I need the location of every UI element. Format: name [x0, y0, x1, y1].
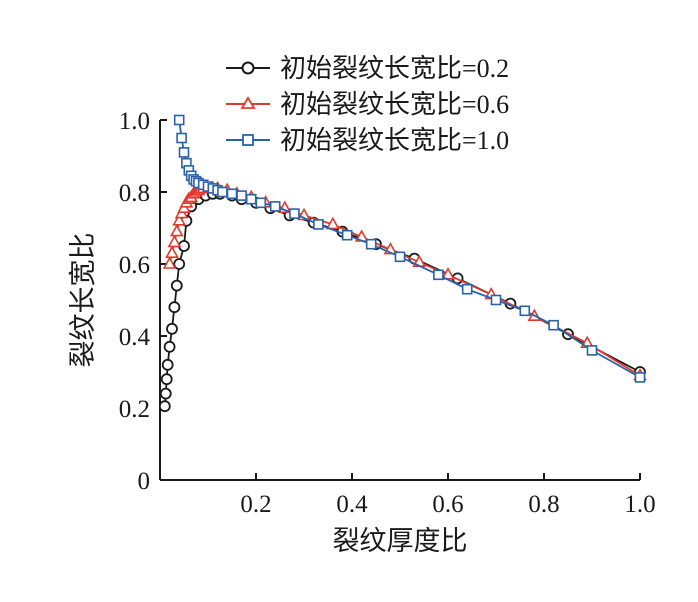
data-point: [176, 132, 187, 144]
data-point: [167, 234, 182, 248]
data-point: [172, 213, 187, 226]
data-point: [161, 358, 174, 371]
data-point: [365, 238, 377, 250]
data-point: [165, 245, 179, 259]
data-point: [173, 114, 185, 126]
series-0: [158, 187, 646, 413]
series-line-0: [163, 192, 641, 407]
y-tick-label: 0.8: [119, 180, 150, 207]
data-point: [169, 223, 184, 237]
y-tick-label: 0: [138, 468, 151, 495]
legend: 初始裂纹长宽比=0.2 初始裂纹长宽比=0.6 初始裂纹长宽比=1.0: [226, 54, 509, 155]
data-point: [634, 372, 646, 383]
data-point: [255, 197, 267, 209]
y-ticks: 0 0.2 0.4 0.6 0.8 1.0: [119, 108, 167, 495]
legend-marker-2: [242, 134, 254, 146]
legend-label-2: 初始裂纹长宽比=1.0: [280, 126, 509, 155]
legend-item-2: 初始裂纹长宽比=1.0: [226, 126, 509, 155]
legend-item-0: 初始裂纹长宽比=0.2: [226, 54, 509, 83]
x-tick-label: 0.8: [528, 491, 559, 518]
data-point: [236, 190, 247, 201]
x-ticks: 0.2 0.4 0.6 0.8 1.0: [240, 473, 656, 518]
y-tick-label: 0.4: [119, 324, 151, 351]
series-2: [173, 114, 646, 383]
series-1: [162, 180, 647, 381]
data-point: [325, 216, 340, 230]
legend-marker-0: [241, 61, 255, 75]
data-point: [226, 188, 238, 200]
data-point: [490, 294, 502, 306]
axes: 0.2 0.4 0.6 0.8 1.0 0 0.2 0.4 0.6 0.8 1.0: [119, 108, 656, 518]
legend-marker-1: [240, 96, 256, 109]
data-point: [289, 208, 300, 219]
x-tick-label: 0.6: [432, 491, 463, 518]
data-point: [341, 229, 353, 241]
x-tick-label: 1.0: [624, 491, 655, 518]
legend-label-1: 初始裂纹长宽比=0.6: [280, 90, 509, 119]
data-point: [313, 219, 324, 230]
legend-label-0: 初始裂纹长宽比=0.2: [280, 54, 509, 83]
plot-area: [158, 114, 647, 413]
y-tick-label: 0.2: [119, 396, 150, 423]
data-point: [461, 283, 473, 295]
data-point: [166, 322, 178, 335]
data-point: [160, 373, 173, 386]
series-line-1: [168, 187, 641, 377]
x-axis-title: 裂纹厚度比: [333, 526, 468, 556]
data-point: [162, 256, 177, 269]
data-point: [170, 279, 183, 292]
x-tick-label: 0.2: [240, 491, 271, 518]
y-tick-label: 0.6: [119, 252, 150, 279]
data-point: [394, 251, 406, 263]
data-point: [548, 319, 559, 331]
data-point: [168, 301, 181, 314]
data-point: [245, 193, 257, 205]
data-point: [217, 186, 228, 198]
x-tick-label: 0.4: [336, 491, 368, 518]
y-axis-title: 裂纹长宽比: [68, 233, 98, 368]
data-point: [269, 201, 281, 212]
data-point: [163, 340, 176, 353]
data-point: [519, 305, 531, 317]
data-point: [433, 269, 444, 281]
data-point: [178, 147, 190, 158]
data-point: [159, 387, 172, 400]
data-point: [586, 345, 598, 356]
legend-item-1: 初始裂纹长宽比=0.6: [226, 90, 509, 119]
data-point: [173, 258, 186, 270]
data-point: [158, 400, 171, 413]
y-tick-label: 1.0: [119, 108, 150, 135]
